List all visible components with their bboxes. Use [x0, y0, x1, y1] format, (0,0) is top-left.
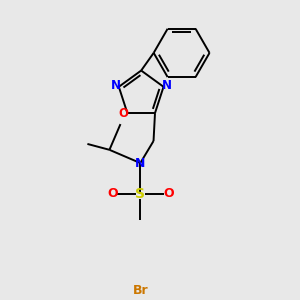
Text: S: S — [135, 187, 145, 201]
Text: O: O — [163, 188, 173, 200]
Text: N: N — [135, 157, 146, 169]
Text: N: N — [161, 79, 172, 92]
Text: O: O — [119, 106, 129, 120]
Text: O: O — [107, 188, 118, 200]
Text: N: N — [111, 79, 121, 92]
Text: Br: Br — [133, 284, 148, 297]
